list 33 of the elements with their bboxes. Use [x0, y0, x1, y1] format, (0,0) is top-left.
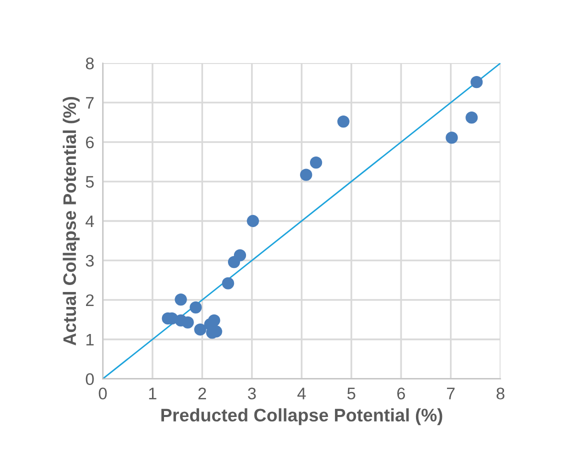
x-tick-label: 8 [496, 388, 504, 400]
y-tick-label: 4 [86, 216, 94, 228]
x-tick-label: 3 [248, 388, 256, 400]
x-tick-label: 6 [397, 388, 405, 400]
point [194, 323, 206, 336]
y-tick-label: 8 [86, 58, 94, 70]
x-tick-label: 2 [198, 388, 206, 400]
point [228, 256, 240, 268]
point [182, 316, 194, 328]
point [470, 76, 483, 88]
point [222, 277, 234, 290]
y-tick-label: 1 [86, 334, 94, 346]
point [190, 301, 202, 314]
x-tick-label: 7 [446, 388, 455, 400]
point [174, 293, 187, 306]
point [337, 115, 350, 128]
y-tick-label: 2 [86, 294, 94, 306]
point [446, 132, 458, 144]
y-tick-label: 3 [86, 254, 94, 267]
y-tick-label: 6 [86, 136, 94, 148]
x-tick-label: 4 [297, 388, 306, 400]
x-tick-label: 5 [347, 388, 356, 400]
x-tick-label: 1 [149, 388, 156, 400]
y-tick-label: 5 [86, 176, 94, 188]
point [300, 168, 312, 181]
x-tick-label: 0 [98, 388, 107, 400]
point [466, 112, 478, 124]
y-axis-title: Actual Collapse Potential (%) [62, 96, 80, 346]
point [246, 214, 259, 228]
y-tick-label: 0 [86, 373, 94, 386]
point [310, 156, 322, 169]
y-tick-label: 7 [86, 97, 94, 109]
x-axis-title: Preducted Collapse Potential (%) [161, 408, 442, 426]
